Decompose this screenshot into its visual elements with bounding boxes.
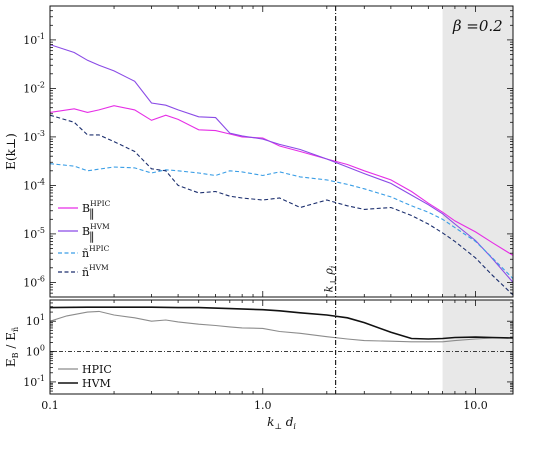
- y-tick-label: 10-1: [23, 374, 45, 389]
- x-tick-label: 0.1: [41, 399, 59, 412]
- y-tick-label: 10-5: [23, 226, 45, 241]
- legend-label: HVM: [82, 377, 111, 390]
- y-tick-label: 10-1: [23, 32, 45, 47]
- top-panel: 10-6 10-5 10-4 10-3 10-2 10-1 E(k⊥) β =0.2 k⊥…: [4, 5, 514, 298]
- series-line-hvm: [50, 306, 513, 340]
- series-line-b-hpic: [50, 105, 513, 256]
- legend-label: ñHPIC: [82, 244, 110, 260]
- legend-label: ñHVM: [82, 263, 109, 279]
- y-tick-label: 10-4: [23, 177, 45, 192]
- legend-label: BHPIC: [82, 199, 111, 215]
- legend-label: BHVM: [82, 222, 110, 238]
- top-y-ticks: 10-6 10-5 10-4 10-3 10-2 10-1: [23, 5, 513, 298]
- y-tick-label: 10-3: [23, 129, 45, 144]
- bottom-x-ticks: 0.1 1.0 10.0: [41, 300, 488, 412]
- x-tick-label: 1.0: [254, 399, 272, 412]
- y-tick-label: 100: [26, 344, 45, 359]
- series-line-hpic: [50, 310, 513, 343]
- series-line-b-hvm: [50, 44, 513, 283]
- y-tick-label: 10-2: [23, 80, 45, 95]
- top-shaded-region: [442, 6, 513, 297]
- series-line--hvm: [50, 114, 513, 296]
- bottom-series-group: [50, 306, 513, 343]
- top-y-axis-label: E(k⊥): [4, 133, 18, 170]
- bottom-y-axis-label: EB / Eñ: [4, 327, 20, 367]
- bottom-panel: 10-1 100 101 0.1 1.0 10.0 EB / Eñ k⊥ di HPIC…: [4, 299, 514, 431]
- top-x-ticks: [49, 6, 476, 297]
- y-tick-label: 10-6: [23, 274, 45, 289]
- x-axis-label: k⊥ di: [267, 415, 296, 431]
- bottom-y-ticks: 10-1 100 101: [23, 299, 513, 395]
- y-tick-label: 101: [26, 313, 45, 328]
- legend-subscript: ‖: [89, 230, 95, 244]
- bottom-plot-frame: [49, 299, 514, 395]
- bottom-shaded-region: [442, 300, 513, 394]
- vline-label: k⊥ ρi: [323, 265, 338, 292]
- beta-annotation: β =0.2: [452, 17, 503, 35]
- x-tick-label: 10.0: [463, 399, 488, 412]
- legend-label: HPIC: [82, 363, 112, 376]
- top-series-group: [50, 44, 513, 296]
- legend-subscript: ‖: [89, 207, 95, 221]
